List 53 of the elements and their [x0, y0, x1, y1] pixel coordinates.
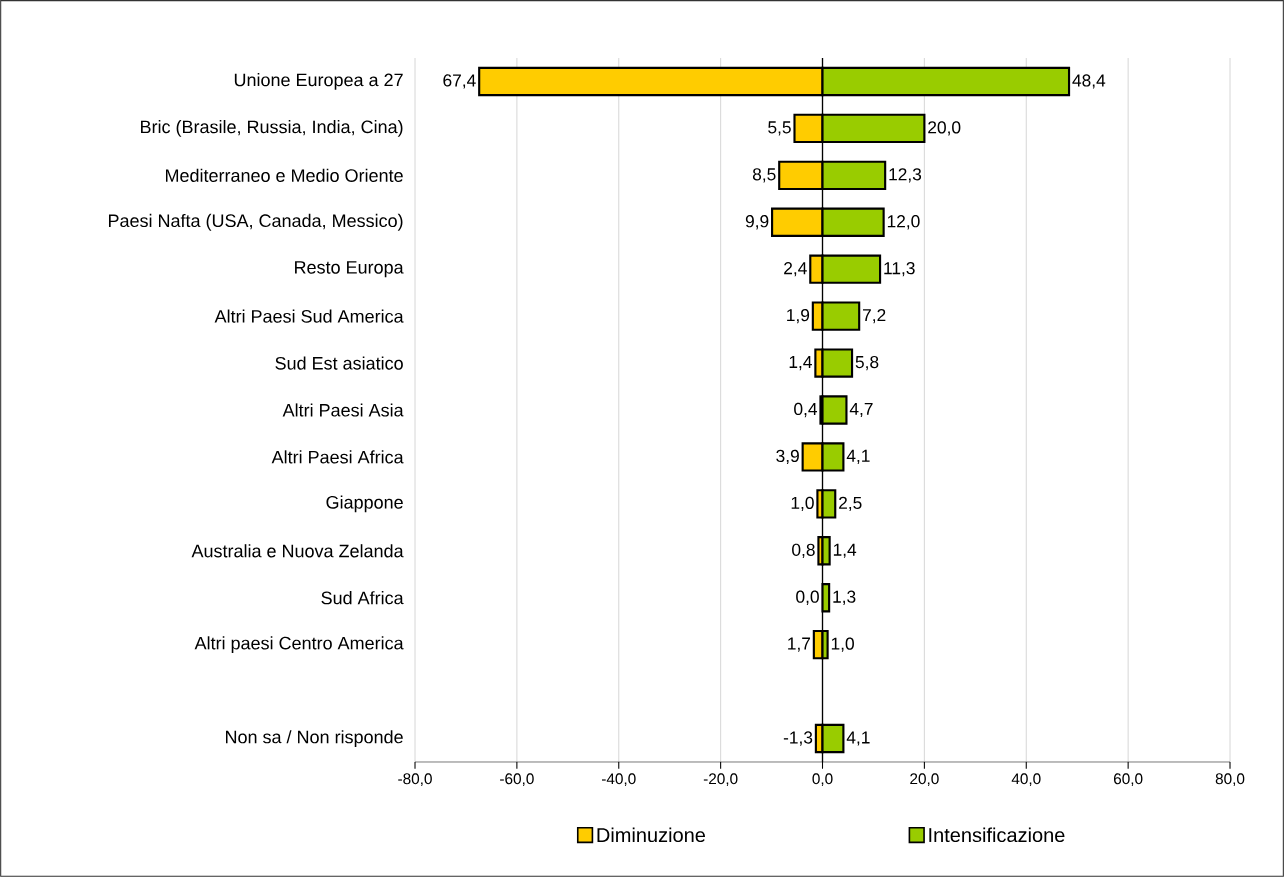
x-tick-label: 20,0 — [910, 773, 939, 787]
data-label: 0,4 — [794, 402, 818, 418]
data-label: 1,7 — [788, 637, 811, 652]
data-label: 5,5 — [768, 121, 791, 136]
y-tick-label: Australia e Nuova Zelanda — [191, 544, 404, 558]
data-label: 9,9 — [745, 215, 769, 230]
data-label: 12,0 — [887, 215, 920, 230]
data-label: 8,5 — [752, 168, 776, 183]
y-tick-label: Altri Paesi Africa — [271, 450, 404, 464]
data-label: 48,4 — [1072, 74, 1106, 89]
data-label: 0,0 — [796, 590, 819, 605]
x-tick-label: 80,0 — [1215, 773, 1245, 787]
y-tick-label: Unione Europea a 27 — [234, 73, 403, 90]
x-tick-label: 40,0 — [1011, 773, 1041, 787]
x-tick-label: -80,0 — [398, 773, 432, 787]
data-label: 1,4 — [789, 356, 812, 371]
data-label: 4,1 — [846, 449, 870, 464]
data-label: 4,1 — [846, 731, 870, 746]
y-tick-label: Altri Paesi Sud America — [214, 309, 404, 323]
data-label: -1,3 — [783, 731, 813, 746]
data-label: 1,9 — [787, 308, 810, 324]
y-tick-label: Paesi Nafta (USA, Canada, Messico) — [108, 213, 403, 231]
x-tick-label: -40,0 — [601, 773, 636, 787]
y-tick-label: Mediterraneo e Medio Oriente — [165, 168, 403, 182]
data-label: 2,5 — [839, 496, 862, 512]
x-tick-label: 60,0 — [1113, 773, 1143, 787]
y-tick-label: Non sa / Non risponde — [226, 730, 403, 747]
y-tick-label: Sud Est asiatico — [275, 356, 403, 370]
y-tick-label: Sud Africa — [321, 591, 404, 605]
data-label: 1,0 — [791, 496, 814, 512]
y-tick-label: Altri paesi Centro America — [194, 636, 404, 654]
data-label: 20,0 — [928, 121, 961, 136]
x-tick-label: 0,0 — [812, 773, 833, 787]
data-label: 5,8 — [855, 355, 879, 371]
data-label: 2,4 — [784, 262, 807, 277]
y-tick-label: Resto Europa — [295, 261, 404, 278]
data-label: 7,2 — [863, 308, 886, 324]
x-tick-label: -20,0 — [703, 773, 738, 787]
y-tick-label: Bric (Brasile, Russia, India, Cina) — [141, 120, 403, 137]
legend-label: Diminuzione — [597, 827, 706, 843]
data-label: 1,4 — [833, 543, 857, 558]
data-label: 1,3 — [833, 590, 856, 605]
y-tick-label: Altri Paesi Asia — [282, 403, 404, 417]
data-label: 11,3 — [884, 262, 915, 277]
x-tick-label: -60,0 — [500, 773, 534, 787]
legend-label: Intensificazione — [929, 827, 1065, 843]
data-label: 67,4 — [443, 74, 476, 89]
data-label: 12,3 — [889, 168, 922, 183]
data-label: 3,9 — [776, 449, 799, 465]
data-label: 0,8 — [792, 543, 815, 558]
data-label: 4,7 — [849, 402, 873, 418]
data-label: 1,0 — [831, 637, 854, 652]
y-tick-label: Giappone — [326, 495, 403, 513]
